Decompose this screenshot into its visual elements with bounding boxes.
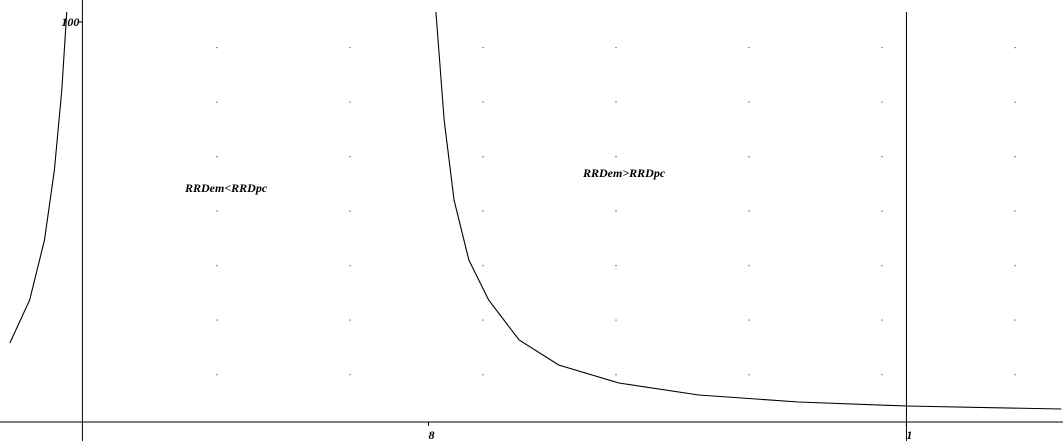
x-tick-label: 1 (906, 428, 912, 441)
grid-dot (615, 374, 617, 376)
curve (9, 11, 68, 344)
y-tick-label: 100 (61, 15, 79, 29)
grid-dot (216, 265, 218, 267)
grid-dot (349, 374, 351, 376)
grid-dot (615, 47, 617, 49)
grid-dot (615, 265, 617, 267)
grid-dot (216, 101, 218, 103)
grid-dot (482, 47, 484, 49)
grid-dot (881, 319, 883, 321)
annotation: RRDem>RRDpc (582, 166, 666, 180)
grid-dot (615, 210, 617, 212)
grid-dot (748, 156, 750, 158)
grid-dot (216, 156, 218, 158)
grid-dot (615, 101, 617, 103)
grid-dot (881, 210, 883, 212)
grid-dot (482, 101, 484, 103)
grid-dot (1014, 101, 1016, 103)
grid-dot (482, 210, 484, 212)
grid-dot (349, 156, 351, 158)
curve (435, 11, 1062, 410)
grid-dot (349, 265, 351, 267)
grid-dot (216, 319, 218, 321)
x-tick-label: 8 (428, 428, 434, 441)
grid-dot (748, 47, 750, 49)
grid-dot (881, 156, 883, 158)
grid-dot (881, 47, 883, 49)
grid-dot (748, 374, 750, 376)
grid-dot (482, 374, 484, 376)
grid-dot (349, 47, 351, 49)
grid-dot (349, 319, 351, 321)
grid-dot (1014, 374, 1016, 376)
grid-dot (881, 101, 883, 103)
grid-dot (216, 210, 218, 212)
grid-dot (482, 265, 484, 267)
grid-dots (216, 47, 1016, 376)
grid-dot (748, 319, 750, 321)
grid-dot (1014, 210, 1016, 212)
grid-dot (1014, 319, 1016, 321)
grid-dot (216, 374, 218, 376)
grid-dot (881, 265, 883, 267)
grid-dot (216, 47, 218, 49)
grid-dot (482, 319, 484, 321)
annotation: RRDem<RRDpc (184, 181, 268, 195)
grid-dot (881, 374, 883, 376)
grid-dot (748, 101, 750, 103)
grid-dot (1014, 265, 1016, 267)
grid-dot (615, 156, 617, 158)
grid-dot (748, 210, 750, 212)
grid-dot (748, 265, 750, 267)
grid-dot (615, 319, 617, 321)
grid-dot (349, 210, 351, 212)
grid-dot (1014, 156, 1016, 158)
grid-dot (349, 101, 351, 103)
grid-dot (482, 156, 484, 158)
grid-dot (1014, 47, 1016, 49)
